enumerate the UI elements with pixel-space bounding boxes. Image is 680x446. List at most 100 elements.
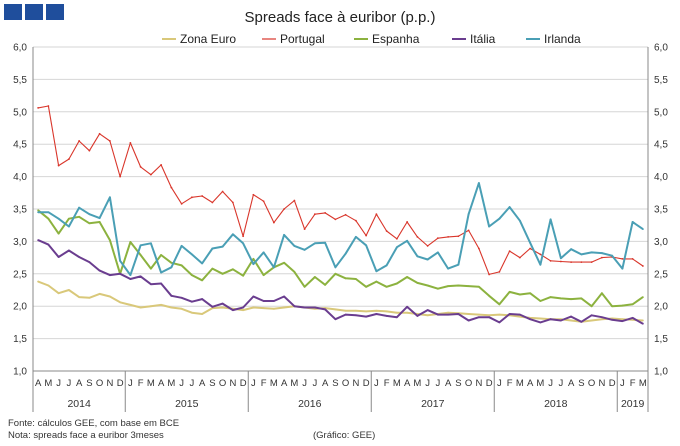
data-point-portugal: [139, 165, 142, 168]
data-point-italia: [570, 315, 573, 318]
data-point-portugal: [600, 256, 603, 259]
data-point-italia: [447, 313, 450, 316]
data-point-italia: [611, 318, 614, 321]
data-point-espanha: [600, 292, 603, 295]
data-point-irlanda: [231, 233, 234, 236]
data-point-espanha: [180, 264, 183, 267]
x-year-label: 2019: [621, 398, 645, 410]
logo-block: [25, 4, 43, 20]
x-month-label: S: [455, 378, 461, 389]
data-point-zona-euro: [488, 314, 491, 317]
y-tick-label-right: 4,5: [654, 140, 668, 151]
y-tick-label-right: 5,0: [654, 107, 668, 118]
x-month-label: O: [342, 378, 349, 389]
data-point-portugal: [293, 199, 296, 202]
data-point-espanha: [436, 287, 439, 290]
data-point-zona-euro: [262, 307, 265, 310]
data-point-italia: [262, 300, 265, 302]
data-point-zona-euro: [180, 307, 183, 310]
data-point-irlanda: [436, 251, 439, 254]
footnote: Nota: spreads face a euribor 3meses: [8, 430, 164, 441]
data-point-italia: [416, 315, 419, 317]
chart-title: Spreads face à euribor (p.p.): [245, 9, 436, 26]
data-point-espanha: [160, 254, 163, 256]
data-point-zona-euro: [600, 318, 603, 321]
data-point-irlanda: [170, 266, 173, 269]
data-point-portugal: [365, 234, 368, 237]
data-point-italia: [47, 243, 50, 246]
y-tick-label-left: 2,5: [13, 269, 27, 280]
x-month-label: M: [290, 378, 298, 389]
data-point-zona-euro: [283, 306, 286, 309]
data-point-italia: [221, 302, 224, 305]
data-point-espanha: [570, 298, 573, 300]
data-point-portugal: [283, 208, 286, 210]
data-point-italia: [108, 274, 111, 276]
data-point-italia: [293, 305, 296, 308]
data-point-espanha: [621, 304, 624, 307]
data-point-portugal: [518, 256, 521, 259]
x-month-label: O: [465, 378, 472, 389]
data-point-portugal: [570, 261, 573, 264]
data-point-espanha: [477, 285, 480, 288]
data-point-zona-euro: [467, 313, 470, 315]
data-point-irlanda: [190, 253, 193, 256]
data-point-zona-euro: [272, 307, 275, 310]
data-point-italia: [457, 313, 460, 315]
data-point-espanha: [611, 305, 614, 308]
data-point-italia: [539, 321, 542, 324]
x-month-label: M: [639, 378, 647, 389]
x-month-label: J: [313, 378, 318, 389]
data-point-portugal: [313, 213, 316, 216]
data-point-irlanda: [518, 219, 521, 222]
data-point-portugal: [242, 235, 245, 238]
x-year-label: 2018: [544, 398, 568, 410]
data-point-portugal: [47, 105, 50, 107]
y-tick-label-right: 6,0: [654, 43, 668, 54]
data-point-zona-euro: [447, 311, 450, 314]
data-point-zona-euro: [201, 313, 204, 315]
data-point-espanha: [488, 294, 491, 297]
data-point-italia: [385, 315, 388, 317]
data-point-zona-euro: [395, 311, 398, 314]
data-point-irlanda: [201, 262, 204, 265]
data-point-irlanda: [580, 253, 583, 256]
x-month-label: N: [475, 378, 482, 389]
data-point-irlanda: [621, 267, 624, 270]
data-point-irlanda: [549, 218, 552, 221]
x-month-label: O: [588, 378, 595, 389]
data-point-zona-euro: [252, 306, 255, 309]
data-point-espanha: [170, 261, 173, 264]
x-month-label: M: [167, 378, 175, 389]
data-point-irlanda: [283, 234, 286, 236]
data-point-espanha: [590, 305, 593, 308]
data-point-portugal: [416, 235, 419, 238]
y-tick-label-right: 1,0: [654, 367, 668, 378]
data-point-zona-euro: [170, 306, 173, 309]
data-point-irlanda: [570, 248, 573, 251]
x-month-label: D: [609, 378, 616, 389]
data-point-portugal: [354, 219, 357, 222]
x-month-label: D: [240, 378, 247, 389]
data-point-irlanda: [67, 225, 70, 228]
data-point-espanha: [283, 261, 286, 264]
legend-label-italia: Itália: [470, 32, 496, 46]
gee-logo: [4, 4, 66, 20]
data-point-italia: [375, 313, 378, 315]
x-month-label: A: [199, 378, 206, 389]
y-tick-label-left: 3,5: [13, 205, 27, 216]
x-month-label: J: [374, 378, 379, 389]
data-point-italia: [354, 314, 357, 317]
data-point-espanha: [190, 274, 193, 276]
x-month-label: M: [536, 378, 544, 389]
y-tick-label-left: 4,5: [13, 140, 27, 151]
data-point-espanha: [580, 297, 583, 300]
data-point-zona-euro: [570, 319, 573, 322]
x-month-label: N: [229, 378, 236, 389]
data-point-portugal: [447, 235, 450, 238]
x-month-label: J: [56, 378, 61, 389]
data-point-espanha: [529, 292, 532, 295]
data-point-irlanda: [160, 271, 163, 274]
data-point-italia: [518, 313, 521, 316]
data-point-italia: [119, 272, 122, 275]
